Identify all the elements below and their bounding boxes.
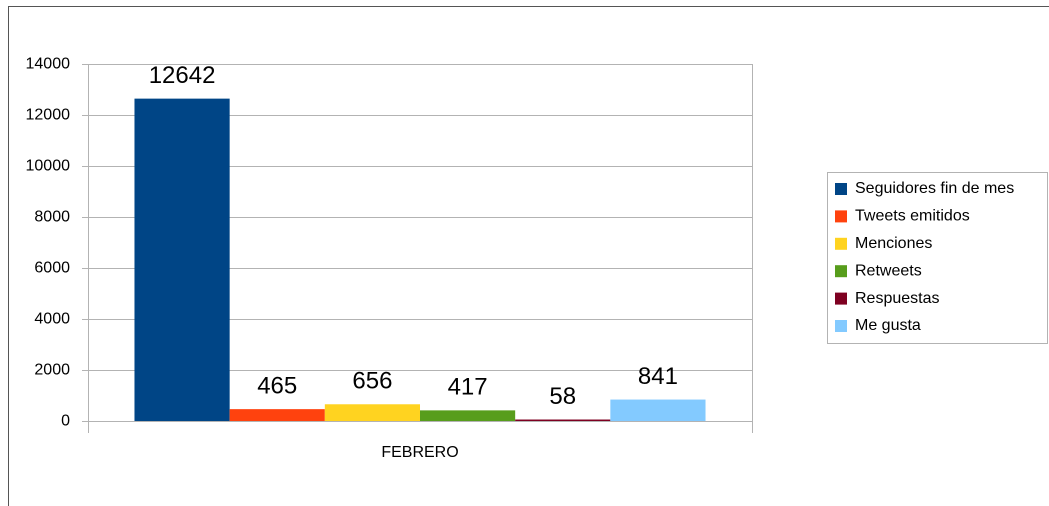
- bar: [134, 98, 230, 421]
- legend-label: Retweets: [855, 262, 922, 279]
- bar: [515, 419, 611, 421]
- legend-swatch: [835, 292, 847, 305]
- legend-swatch: [835, 320, 847, 332]
- legend-swatch: [835, 237, 847, 250]
- y-tick-label: 6000: [34, 260, 70, 277]
- legend-box: [827, 172, 1048, 344]
- legend-swatch: [835, 183, 847, 195]
- y-tick-label: 14000: [26, 56, 71, 73]
- legend-label: Me gusta: [855, 317, 921, 334]
- legend-label: Seguidores fin de mes: [855, 180, 1014, 197]
- y-tick-label: 10000: [26, 158, 71, 175]
- y-tick-label: 12000: [26, 107, 71, 124]
- data-label: 58: [549, 383, 576, 410]
- data-label: 841: [638, 363, 678, 390]
- legend-label: Menciones: [855, 235, 932, 252]
- legend-swatch: [835, 265, 847, 278]
- x-tick-label: FEBRERO: [381, 444, 458, 461]
- legend-swatch: [835, 210, 847, 223]
- y-tick-label: 2000: [34, 362, 70, 379]
- data-label: 12642: [149, 62, 216, 89]
- legend-label: Tweets emitidos: [855, 208, 970, 225]
- legend-label: Respuestas: [855, 290, 940, 307]
- data-label: 656: [352, 368, 392, 395]
- y-tick-label: 4000: [34, 311, 70, 328]
- data-label: 465: [257, 372, 297, 399]
- bar: [229, 409, 325, 421]
- bar: [610, 399, 706, 421]
- bar: [420, 410, 516, 421]
- bar: [324, 404, 420, 421]
- y-tick-label: 8000: [34, 209, 70, 226]
- data-label: 417: [448, 374, 488, 401]
- y-tick-label: 0: [61, 413, 70, 430]
